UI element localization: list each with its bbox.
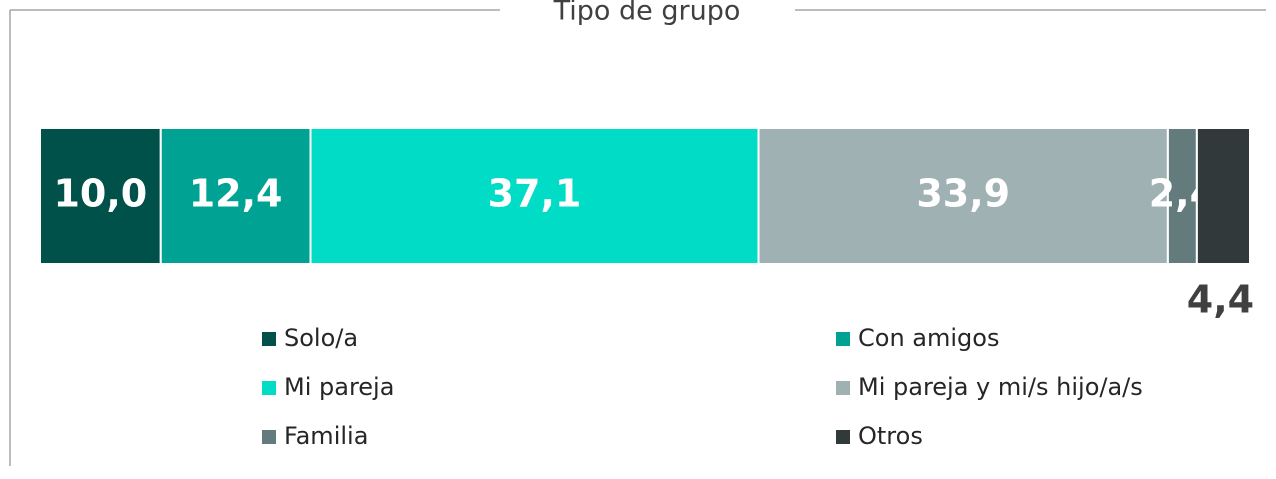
bar-segment <box>39 127 162 265</box>
legend-swatch <box>262 430 276 444</box>
bar-segment <box>1195 127 1251 265</box>
legend-swatch <box>836 332 850 346</box>
legend-label: Con amigos <box>858 324 999 352</box>
legend-label: Familia <box>284 422 368 450</box>
legend-label: Otros <box>858 422 923 450</box>
legend-label: Solo/a <box>284 324 358 352</box>
legend-swatch <box>836 430 850 444</box>
data-label: 37,1 <box>488 172 582 216</box>
bar-segment <box>159 127 312 265</box>
data-label: 4,4 <box>1187 278 1254 322</box>
legend-swatch <box>836 381 850 395</box>
legend-swatch <box>262 381 276 395</box>
chart-title: Tipo de grupo <box>553 0 741 27</box>
legend-label: Mi pareja y mi/s hijo/a/s <box>858 373 1143 401</box>
bar-segment <box>757 127 1169 265</box>
legend-swatch <box>262 332 276 346</box>
bar-segment <box>1166 127 1198 265</box>
bar-segment <box>309 127 760 265</box>
data-label: 33,9 <box>916 172 1010 216</box>
data-label: 10,0 <box>53 172 147 216</box>
data-label: 12,4 <box>189 172 283 216</box>
legend-label: Mi pareja <box>284 373 394 401</box>
